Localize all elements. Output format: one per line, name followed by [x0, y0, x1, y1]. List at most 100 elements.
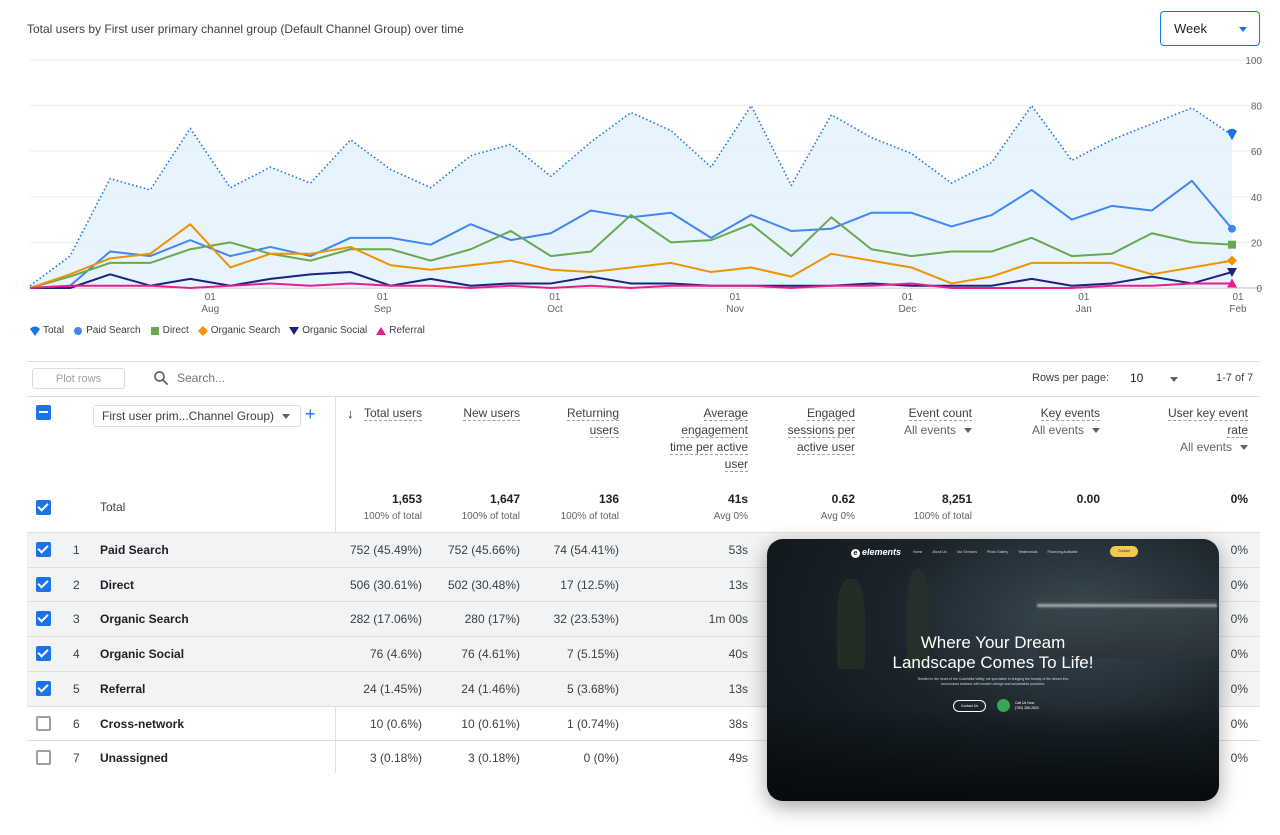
event-filter-select[interactable]: All events	[1158, 439, 1248, 456]
total-value: 1,653	[391, 492, 422, 506]
site-contact-button: Contact	[1110, 546, 1138, 557]
granularity-select[interactable]: Week	[1160, 11, 1260, 46]
search-input[interactable]	[177, 371, 377, 385]
event-filter-select[interactable]: All events	[1010, 422, 1100, 439]
legend-item[interactable]: Referral	[376, 325, 425, 336]
row-checkbox[interactable]	[36, 715, 51, 731]
sort-descending-icon[interactable]: ↓	[347, 406, 354, 421]
site-cta-button: Contact Us	[953, 700, 986, 712]
x-tick-label: Dec	[899, 304, 917, 315]
y-tick-label: 80	[1251, 102, 1263, 113]
headline-line: Landscape Comes To Life!	[892, 653, 1094, 672]
chevron-down-icon[interactable]	[1170, 377, 1178, 382]
row-number: 5	[73, 681, 80, 696]
site-nav-link: Financing Available	[1047, 550, 1078, 554]
column-header-label: Returning users	[566, 406, 619, 438]
x-tick-label: 01	[549, 292, 561, 303]
column-header-label: Engaged sessions per active user	[787, 406, 855, 455]
row-value: 0%	[1230, 751, 1248, 766]
rows-per-page-select[interactable]: 10	[1130, 371, 1144, 385]
row-value: 76 (4.6%)	[369, 647, 422, 662]
x-tick-label: 01	[205, 292, 217, 303]
column-header-user-key-event-rate[interactable]: User key event rate All events	[1158, 405, 1248, 456]
total-value: 0%	[1230, 492, 1248, 506]
column-header-event-count[interactable]: Event count All events	[882, 405, 972, 439]
total-row-checkbox[interactable]	[36, 500, 51, 515]
series-end-marker	[1228, 240, 1236, 249]
wall-shape	[1037, 599, 1217, 659]
row-number: 2	[73, 577, 80, 592]
y-tick-label: 100	[1245, 56, 1262, 67]
row-number: 7	[73, 751, 80, 766]
column-header-returning-users[interactable]: Returning users	[557, 405, 619, 439]
total-value: 1,647	[489, 492, 520, 506]
site-nav-link: Testimonials	[1018, 550, 1038, 554]
search-icon	[154, 371, 168, 385]
x-tick-label: Sep	[374, 304, 392, 315]
row-channel-name[interactable]: Referral	[100, 681, 146, 696]
x-tick-label: 01	[1078, 292, 1090, 303]
row-channel-name[interactable]: Direct	[100, 577, 135, 592]
row-value: 32 (23.53%)	[553, 612, 619, 627]
column-header-label: Average engagement time per active user	[669, 406, 748, 472]
add-dimension-icon[interactable]: +	[305, 404, 316, 424]
row-checkbox[interactable]	[36, 542, 51, 557]
row-value: 7 (5.15%)	[566, 647, 619, 662]
x-tick-label: Jan	[1076, 304, 1092, 315]
row-checkbox[interactable]	[36, 750, 51, 766]
column-header-avg-engagement[interactable]: Average engagement time per active user	[660, 405, 748, 473]
website-preview-overlay: e elements Home About Us Our Services Photo …	[767, 539, 1219, 801]
total-subvalue: 100% of total	[461, 511, 520, 522]
row-checkbox[interactable]	[36, 646, 51, 662]
legend-triangle-up-icon	[376, 326, 387, 335]
column-header-engaged-sessions[interactable]: Engaged sessions per active user	[775, 405, 855, 456]
table-row[interactable]	[27, 740, 1260, 775]
event-filter-select[interactable]: All events	[882, 422, 972, 439]
table-row[interactable]	[27, 705, 1260, 741]
dimension-select-value: First user prim...Channel Group)	[102, 409, 275, 423]
site-headline: Where Your Dream Landscape Comes To Life…	[767, 633, 1219, 673]
column-header-key-events[interactable]: Key events All events	[1010, 405, 1100, 439]
legend-label: Organic Social	[302, 325, 368, 336]
legend-item[interactable]: Organic Social	[289, 325, 367, 336]
y-tick-label: 0	[1256, 284, 1262, 295]
legend-item[interactable]: Paid Search	[73, 325, 141, 336]
row-value: 280 (17%)	[464, 612, 520, 627]
legend-label: Total	[43, 325, 65, 336]
tree-shape	[907, 569, 929, 669]
pool-shade	[767, 711, 1219, 801]
row-checkbox[interactable]	[36, 576, 51, 592]
row-channel-name[interactable]: Paid Search	[100, 543, 169, 557]
column-header-new-users[interactable]: New users	[430, 405, 520, 422]
row-value: 38s	[728, 716, 748, 731]
row-channel-name[interactable]: Organic Search	[100, 612, 189, 627]
headline-line: Where Your Dream	[920, 633, 1066, 652]
x-tick-label: 01	[377, 292, 389, 303]
column-header-label: Event count	[908, 406, 972, 421]
x-tick-label: 01	[902, 292, 914, 303]
row-value: 0 (0%)	[583, 751, 619, 766]
legend-item[interactable]: Total	[30, 325, 64, 336]
dimension-select[interactable]: First user prim...Channel Group)	[93, 405, 301, 427]
row-value: 1m 00s	[708, 612, 748, 627]
row-channel-name[interactable]: Cross-network	[100, 716, 185, 731]
column-header-label: User key event rate	[1167, 406, 1248, 438]
row-value: 76 (4.61%)	[461, 647, 520, 662]
row-checkbox[interactable]	[36, 680, 51, 696]
select-all-checkbox[interactable]	[36, 405, 51, 420]
logo-icon: e	[851, 549, 860, 558]
total-value: 41s	[727, 492, 748, 506]
row-value: 40s	[728, 647, 748, 662]
column-header-total-users[interactable]: Total users	[352, 405, 422, 422]
row-value: 10 (0.6%)	[369, 716, 422, 731]
total-subvalue: 100% of total	[913, 511, 972, 522]
plot-rows-button[interactable]: Plot rows	[32, 368, 125, 389]
legend-item[interactable]: Organic Search	[197, 325, 280, 336]
legend-item[interactable]: Direct	[150, 325, 189, 336]
row-value: 0%	[1230, 716, 1248, 731]
row-value: 3 (0.18%)	[369, 751, 422, 766]
legend-label: Referral	[389, 325, 425, 336]
row-channel-name[interactable]: Unassigned	[100, 751, 169, 766]
row-checkbox[interactable]	[36, 611, 51, 627]
row-channel-name[interactable]: Organic Social	[100, 647, 185, 662]
